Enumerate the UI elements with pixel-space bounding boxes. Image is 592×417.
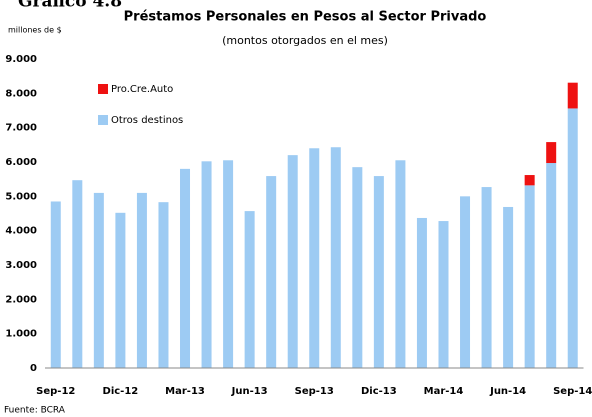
bar-segment <box>223 160 234 368</box>
bar-segment <box>546 163 557 368</box>
x-tick-label: Sep-13 <box>295 386 334 397</box>
y-tick-label: 8.000 <box>5 88 37 99</box>
y-tick-label: 9.000 <box>5 54 37 65</box>
x-tick-label: Sep-12 <box>36 386 75 397</box>
bar-segment <box>309 148 320 368</box>
bar-segment <box>416 217 427 368</box>
bar-segment <box>50 201 61 368</box>
bar-segment <box>266 176 277 368</box>
legend-swatch <box>98 115 108 125</box>
x-tick-label: Sep-14 <box>553 386 592 397</box>
x-tick-label: Jun-14 <box>489 386 526 397</box>
legend-label: Otros destinos <box>111 115 183 126</box>
chart-title: Préstamos Personales en Pesos al Sector … <box>124 10 487 25</box>
legend-label: Pro.Cre.Auto <box>111 84 173 95</box>
bar-segment <box>244 211 255 368</box>
source: Fuente: BCRA <box>4 406 66 416</box>
bar-segment <box>567 82 578 109</box>
bar-segment <box>524 175 535 186</box>
x-tick-label: Dic-12 <box>103 386 139 397</box>
y-tick-label: 6.000 <box>5 157 37 168</box>
bar-segment <box>93 192 104 368</box>
y-tick-label: 1.000 <box>5 329 37 340</box>
bar-segment <box>460 196 471 368</box>
bar-segment <box>373 176 384 368</box>
bar-segment <box>287 155 298 368</box>
bar-segment <box>481 187 492 368</box>
x-tick-label: Jun-13 <box>231 386 268 397</box>
y-tick-label: 5.000 <box>5 191 37 202</box>
legend-swatch <box>98 84 108 94</box>
x-tick-label: Mar-13 <box>165 386 205 397</box>
bar-segment <box>503 206 514 368</box>
y-tick-label: 7.000 <box>5 123 37 134</box>
y-tick-label: 3.000 <box>5 260 37 271</box>
bar-segment <box>136 192 147 368</box>
x-tick-label: Dic-13 <box>361 386 397 397</box>
bar-segment <box>567 108 578 368</box>
heading: Gráfico 4.8 <box>18 0 122 12</box>
bar-segment <box>352 167 363 368</box>
chart-subtitle: (montos otorgados en el mes) <box>222 34 388 47</box>
bar-segment <box>158 202 169 368</box>
bar-segment <box>546 142 557 164</box>
bar-segment <box>201 161 212 368</box>
y-axis-label: millones de $ <box>8 26 62 35</box>
bar-segment <box>180 168 191 368</box>
bar-segment <box>438 221 449 368</box>
x-tick-label: Mar-14 <box>424 386 464 397</box>
y-tick-label: 4.000 <box>5 226 37 237</box>
bar-segment <box>524 185 535 368</box>
bar-segment <box>395 160 406 368</box>
bar-segment <box>72 180 83 368</box>
bar-segment <box>115 212 126 368</box>
y-tick-label: 2.000 <box>5 294 37 305</box>
y-tick-label: 0 <box>30 363 37 374</box>
bar-segment <box>330 147 341 368</box>
